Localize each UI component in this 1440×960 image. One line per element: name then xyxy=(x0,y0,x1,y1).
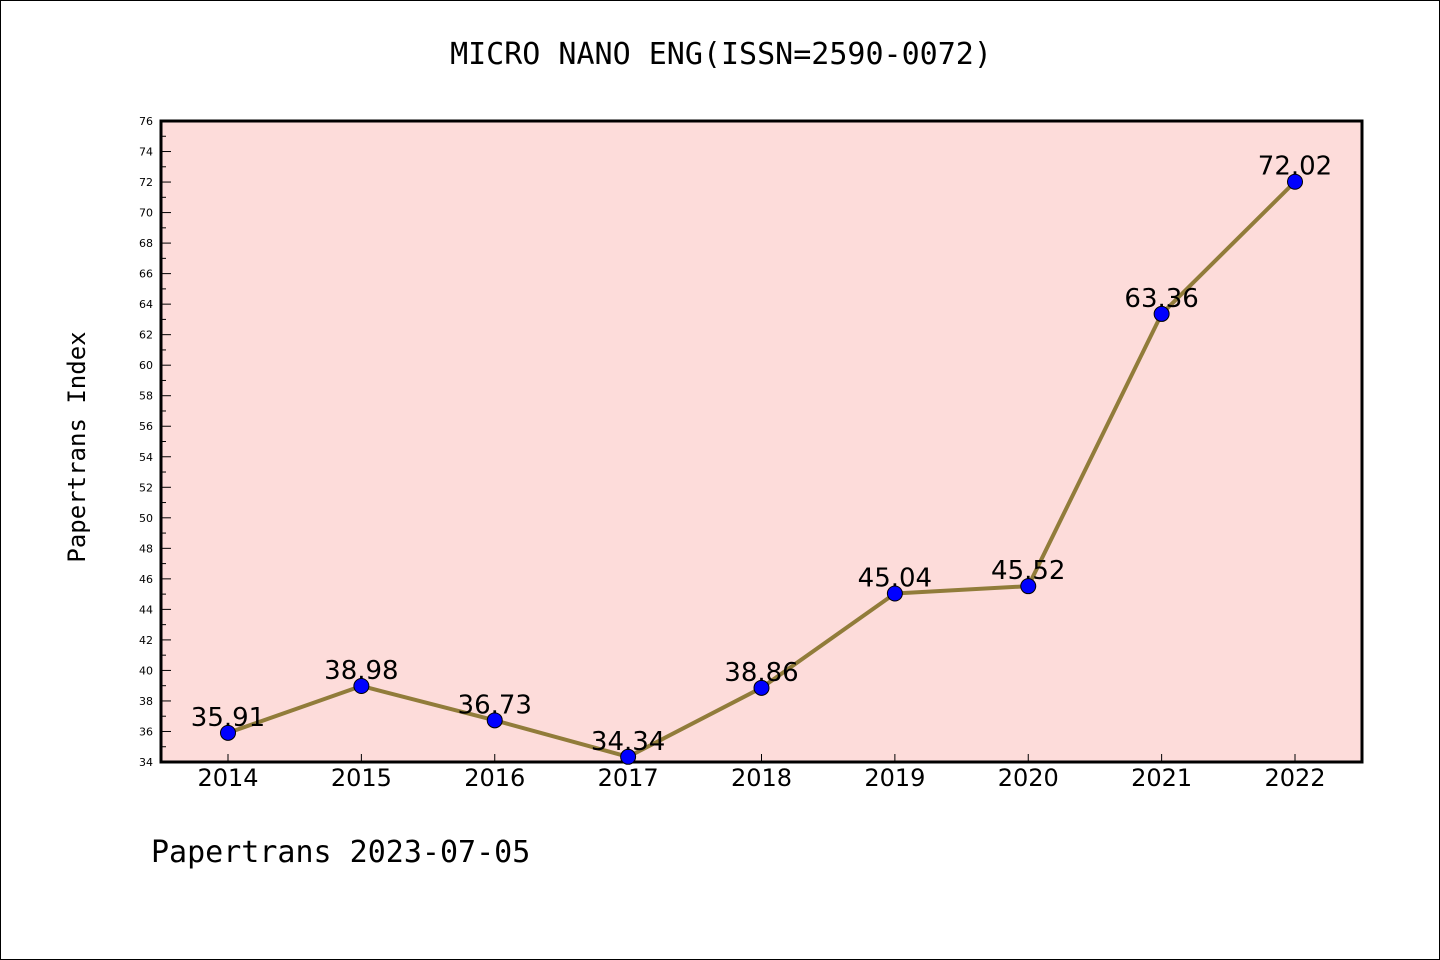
x-axis-ticks: 2014 2015 2016 2017 2018 2019 2020 2021 2022 xyxy=(197,754,1326,792)
data-label: 38.86 xyxy=(724,658,798,688)
y-tick-label: 74 xyxy=(139,146,153,159)
x-tick-label: 2014 xyxy=(197,764,258,792)
data-label-layer: 35.91 38.98 36.73 34.34 38.86 45.04 45.52 63.36… xyxy=(191,152,1332,757)
y-tick-label: 46 xyxy=(139,573,153,586)
y-tick-label: 72 xyxy=(139,176,153,189)
y-tick-label: 50 xyxy=(139,512,153,525)
data-point xyxy=(1153,305,1170,322)
chart-title: MICRO NANO ENG(ISSN=2590-0072) xyxy=(450,37,992,72)
x-tick-label: 2021 xyxy=(1131,764,1192,792)
x-tick-label: 2017 xyxy=(598,764,659,792)
y-tick-label: 70 xyxy=(139,207,153,220)
data-label: 34.34 xyxy=(591,727,665,757)
y-tick-label: 36 xyxy=(139,725,153,738)
x-tick-label: 2020 xyxy=(998,764,1059,792)
data-label: 38.98 xyxy=(324,656,398,686)
footer-date-stamp: Papertrans 2023-07-05 xyxy=(151,835,531,870)
data-point xyxy=(486,712,503,729)
y-tick-label: 44 xyxy=(139,603,153,616)
y-tick-label: 66 xyxy=(139,268,153,281)
y-tick-label: 52 xyxy=(139,481,153,494)
data-label: 36.73 xyxy=(458,690,532,720)
x-tick-label: 2018 xyxy=(731,764,792,792)
data-label: 35.91 xyxy=(191,703,265,733)
y-tick-label: 42 xyxy=(139,634,153,647)
data-point xyxy=(753,679,770,696)
x-tick-label: 2022 xyxy=(1264,764,1325,792)
data-point xyxy=(220,724,236,741)
data-point xyxy=(353,677,370,694)
y-tick-label: 48 xyxy=(139,542,153,555)
y-tick-label: 64 xyxy=(139,298,153,311)
data-label: 45.04 xyxy=(858,564,932,594)
y-tick-label: 40 xyxy=(139,664,153,677)
y-axis-ticks: 34 36 38 40 42 44 46 48 50 52 54 56 58 60 62 64 66 68 70 72… xyxy=(139,115,171,769)
data-label: 45.52 xyxy=(991,556,1065,586)
y-tick-label: 34 xyxy=(139,756,153,769)
data-label: 63.36 xyxy=(1124,284,1198,314)
y-tick-label: 68 xyxy=(139,237,153,250)
data-point xyxy=(620,748,637,765)
y-tick-label: 38 xyxy=(139,695,153,708)
data-point xyxy=(1020,578,1037,595)
x-tick-label: 2015 xyxy=(331,764,392,792)
data-point xyxy=(886,585,903,602)
y-tick-label: 76 xyxy=(139,115,153,128)
y-tick-label: 58 xyxy=(139,390,153,403)
y-tick-label: 54 xyxy=(139,451,153,464)
x-tick-label: 2019 xyxy=(864,764,925,792)
x-tick-label: 2016 xyxy=(464,764,525,792)
marker-layer xyxy=(220,173,1303,765)
y-tick-label: 60 xyxy=(139,359,153,372)
y-tick-label: 62 xyxy=(139,329,153,342)
data-point xyxy=(1287,173,1303,190)
y-tick-label: 56 xyxy=(139,420,153,433)
plot-area xyxy=(159,119,1364,764)
data-label: 72.02 xyxy=(1258,152,1332,182)
